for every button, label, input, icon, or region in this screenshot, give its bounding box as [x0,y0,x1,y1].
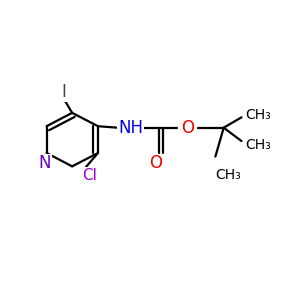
Text: CH₃: CH₃ [245,138,271,152]
Text: N: N [38,154,51,172]
Text: CH₃: CH₃ [215,168,241,182]
Text: Cl: Cl [82,168,97,183]
Text: O: O [181,119,194,137]
Text: O: O [149,154,162,172]
Text: NH: NH [118,119,143,137]
Text: CH₃: CH₃ [245,108,271,122]
Text: I: I [61,83,66,101]
